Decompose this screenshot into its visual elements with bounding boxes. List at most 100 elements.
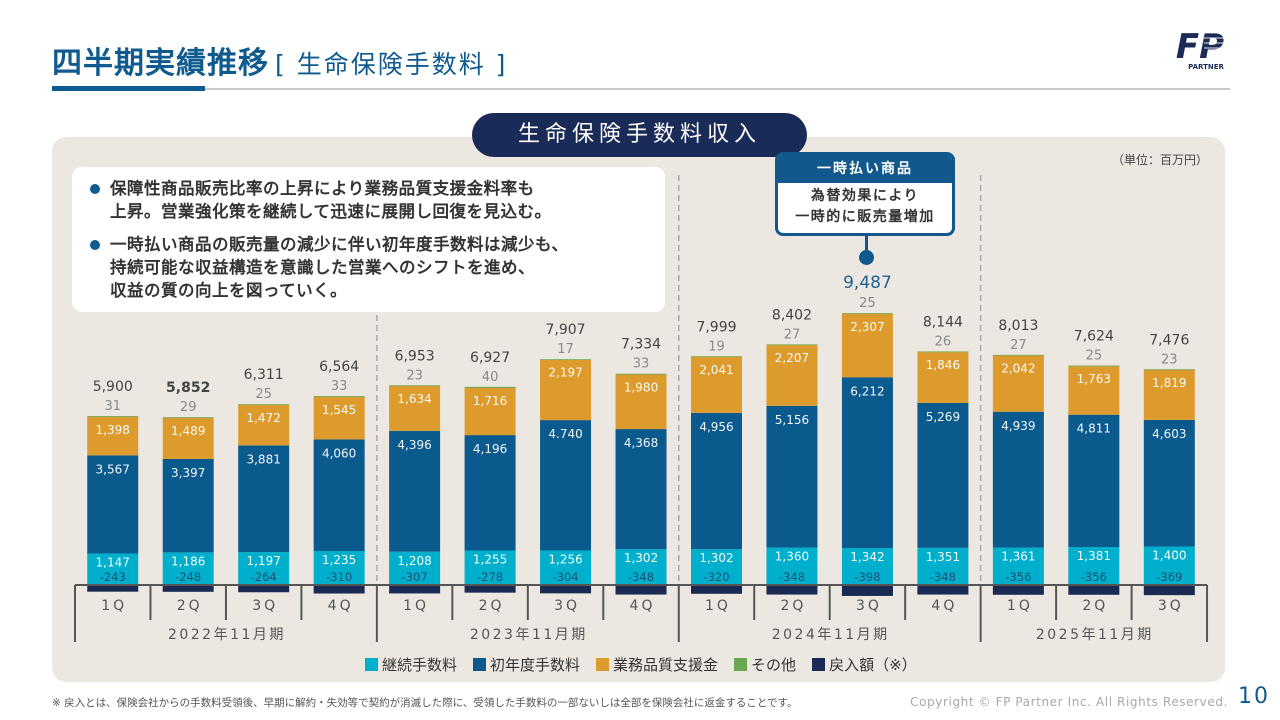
legend-swatch: [473, 657, 487, 671]
legend-label: 初年度手数料: [490, 655, 581, 674]
legend-label: 業務品質支援金: [613, 655, 719, 674]
bar-segment-first-year: [238, 445, 290, 553]
bar-segment-quality-support: [690, 356, 742, 413]
page-title-sub: [ 生命保険手数料 ]: [275, 50, 508, 79]
bar-segment-refund: [766, 585, 818, 595]
data-label-renewal: 1,235: [322, 553, 356, 567]
data-label-renewal: 1,361: [1001, 550, 1035, 564]
bar-segment-refund: [1068, 585, 1120, 595]
x-tick-label: 1Q: [101, 598, 127, 614]
summary-box: 保障性商品販売比率の上昇により業務品質支援金料率も 上昇。営業強化策を継続して迅…: [72, 167, 665, 312]
data-label-total: 5,900: [93, 379, 133, 395]
data-label-refund: -264: [251, 570, 277, 584]
data-label-other: 31: [104, 399, 121, 414]
data-label-other: 23: [406, 368, 423, 383]
data-label-total: 7,907: [546, 322, 586, 338]
data-label-other: 25: [255, 387, 272, 402]
bar-segment-refund: [389, 585, 441, 594]
data-label-renewal: 1,255: [473, 552, 507, 566]
data-label-refund: -310: [326, 570, 352, 584]
legend-swatch: [734, 657, 748, 671]
data-label-other: 25: [859, 296, 876, 311]
data-label-total: 6,311: [244, 367, 284, 383]
bar-segment-renewal: [238, 552, 290, 585]
data-label-first-year: 4.740: [548, 427, 582, 441]
data-label-other: 27: [1010, 338, 1027, 353]
bar-segment-refund: [313, 585, 365, 594]
bar-segment-renewal: [917, 547, 969, 585]
bar-segment-quality-support: [464, 387, 516, 436]
bar-segment-other: [841, 313, 893, 314]
bar-segment-renewal: [1143, 546, 1195, 585]
x-tick-label: 3Q: [252, 598, 278, 614]
data-label-renewal: 1,360: [775, 550, 809, 564]
data-label-refund: -320: [703, 570, 729, 584]
bar-segment-quality-support: [1143, 369, 1195, 420]
legend-swatch: [365, 657, 378, 671]
bar-segment-renewal: [1068, 547, 1120, 585]
bar-segment-first-year: [1068, 414, 1120, 548]
bar-segment-other: [162, 417, 214, 419]
title-divider: [52, 88, 1230, 90]
bar-segment-renewal: [464, 550, 516, 585]
bar-segment-other: [1143, 369, 1195, 371]
bar-segment-refund: [917, 585, 969, 595]
annotation-connector: [865, 236, 868, 252]
bar-segment-quality-support: [1068, 366, 1120, 415]
data-label-other: 25: [1086, 349, 1103, 364]
annotation-callout: 一時払い商品 為替効果により 一時的に販売量増加: [775, 152, 955, 236]
data-label-quality-support: 1,846: [926, 358, 960, 372]
bar-segment-other: [766, 344, 818, 346]
legend-swatch: [596, 657, 610, 671]
data-label-first-year: 3,567: [96, 462, 130, 476]
bar-segment-refund: [464, 585, 516, 593]
data-label-first-year: 4,603: [1152, 427, 1186, 441]
data-label-quality-support: 1,634: [397, 392, 431, 406]
bar-segment-renewal: [162, 552, 214, 585]
x-tick-label: 2Q: [780, 598, 806, 614]
bar-segment-other: [992, 354, 1044, 356]
data-label-total: 6,927: [470, 350, 510, 366]
bar-segment-quality-support: [615, 374, 667, 430]
x-group-label: 2024年11月期: [772, 627, 890, 643]
bullet-line: 上昇。営業強化策を継続して迅速に展開し回復を見込む。: [110, 202, 552, 221]
x-tick-label: 4Q: [630, 598, 656, 614]
data-label-total: 6,953: [395, 348, 435, 364]
data-label-first-year: 4,396: [397, 438, 431, 452]
data-label-renewal: 1,197: [246, 554, 280, 568]
bar-segment-first-year: [690, 412, 742, 550]
bar-segment-quality-support: [766, 345, 818, 406]
bar-segment-quality-support: [87, 416, 139, 456]
bar-segment-other: [615, 373, 667, 375]
data-label-first-year: 4,939: [1001, 419, 1035, 433]
bar-segment-first-year: [1143, 419, 1195, 547]
data-label-renewal: 1,147: [96, 555, 130, 569]
bar-segment-refund: [992, 585, 1044, 595]
x-tick-label: 4Q: [328, 598, 354, 614]
data-label-refund: -356: [1005, 570, 1031, 584]
x-group-label: 2025年11月期: [1036, 627, 1154, 643]
bar-segment-first-year: [841, 377, 893, 549]
data-label-quality-support: 1,819: [1152, 376, 1186, 390]
data-label-other: 33: [633, 357, 650, 372]
copyright: Copyright © FP Partner Inc. All Rights R…: [910, 695, 1228, 709]
unit-label: （単位：百万円）: [1111, 153, 1208, 167]
bar-segment-other: [389, 385, 441, 387]
bar-segment-quality-support: [162, 418, 214, 459]
bar-segment-other: [87, 416, 139, 417]
data-label-first-year: 5,269: [926, 410, 960, 424]
legend-item-renewal: 継続手数料: [365, 654, 457, 675]
bar-segment-quality-support: [389, 385, 441, 431]
chart-legend: 継続手数料 初年度手数料 業務品質支援金 その他 戻入額（※）: [365, 654, 945, 674]
data-label-total: 7,999: [696, 319, 736, 335]
bar-segment-renewal: [540, 550, 592, 585]
data-label-refund: -369: [1156, 570, 1182, 584]
data-label-renewal: 1,208: [397, 554, 431, 568]
bullet-line: 保障性商品販売比率の上昇により業務品質支援金料率も: [110, 179, 535, 198]
data-label-total: 5,852: [166, 380, 210, 396]
summary-bullet: 一時払い商品の販売量の減少に伴い初年度手数料は減少も、 持続可能な収益構造を意識…: [90, 233, 651, 302]
data-label-other: 17: [557, 342, 574, 357]
x-tick-label: 3Q: [1158, 598, 1184, 614]
page-number: 10: [1238, 684, 1270, 709]
